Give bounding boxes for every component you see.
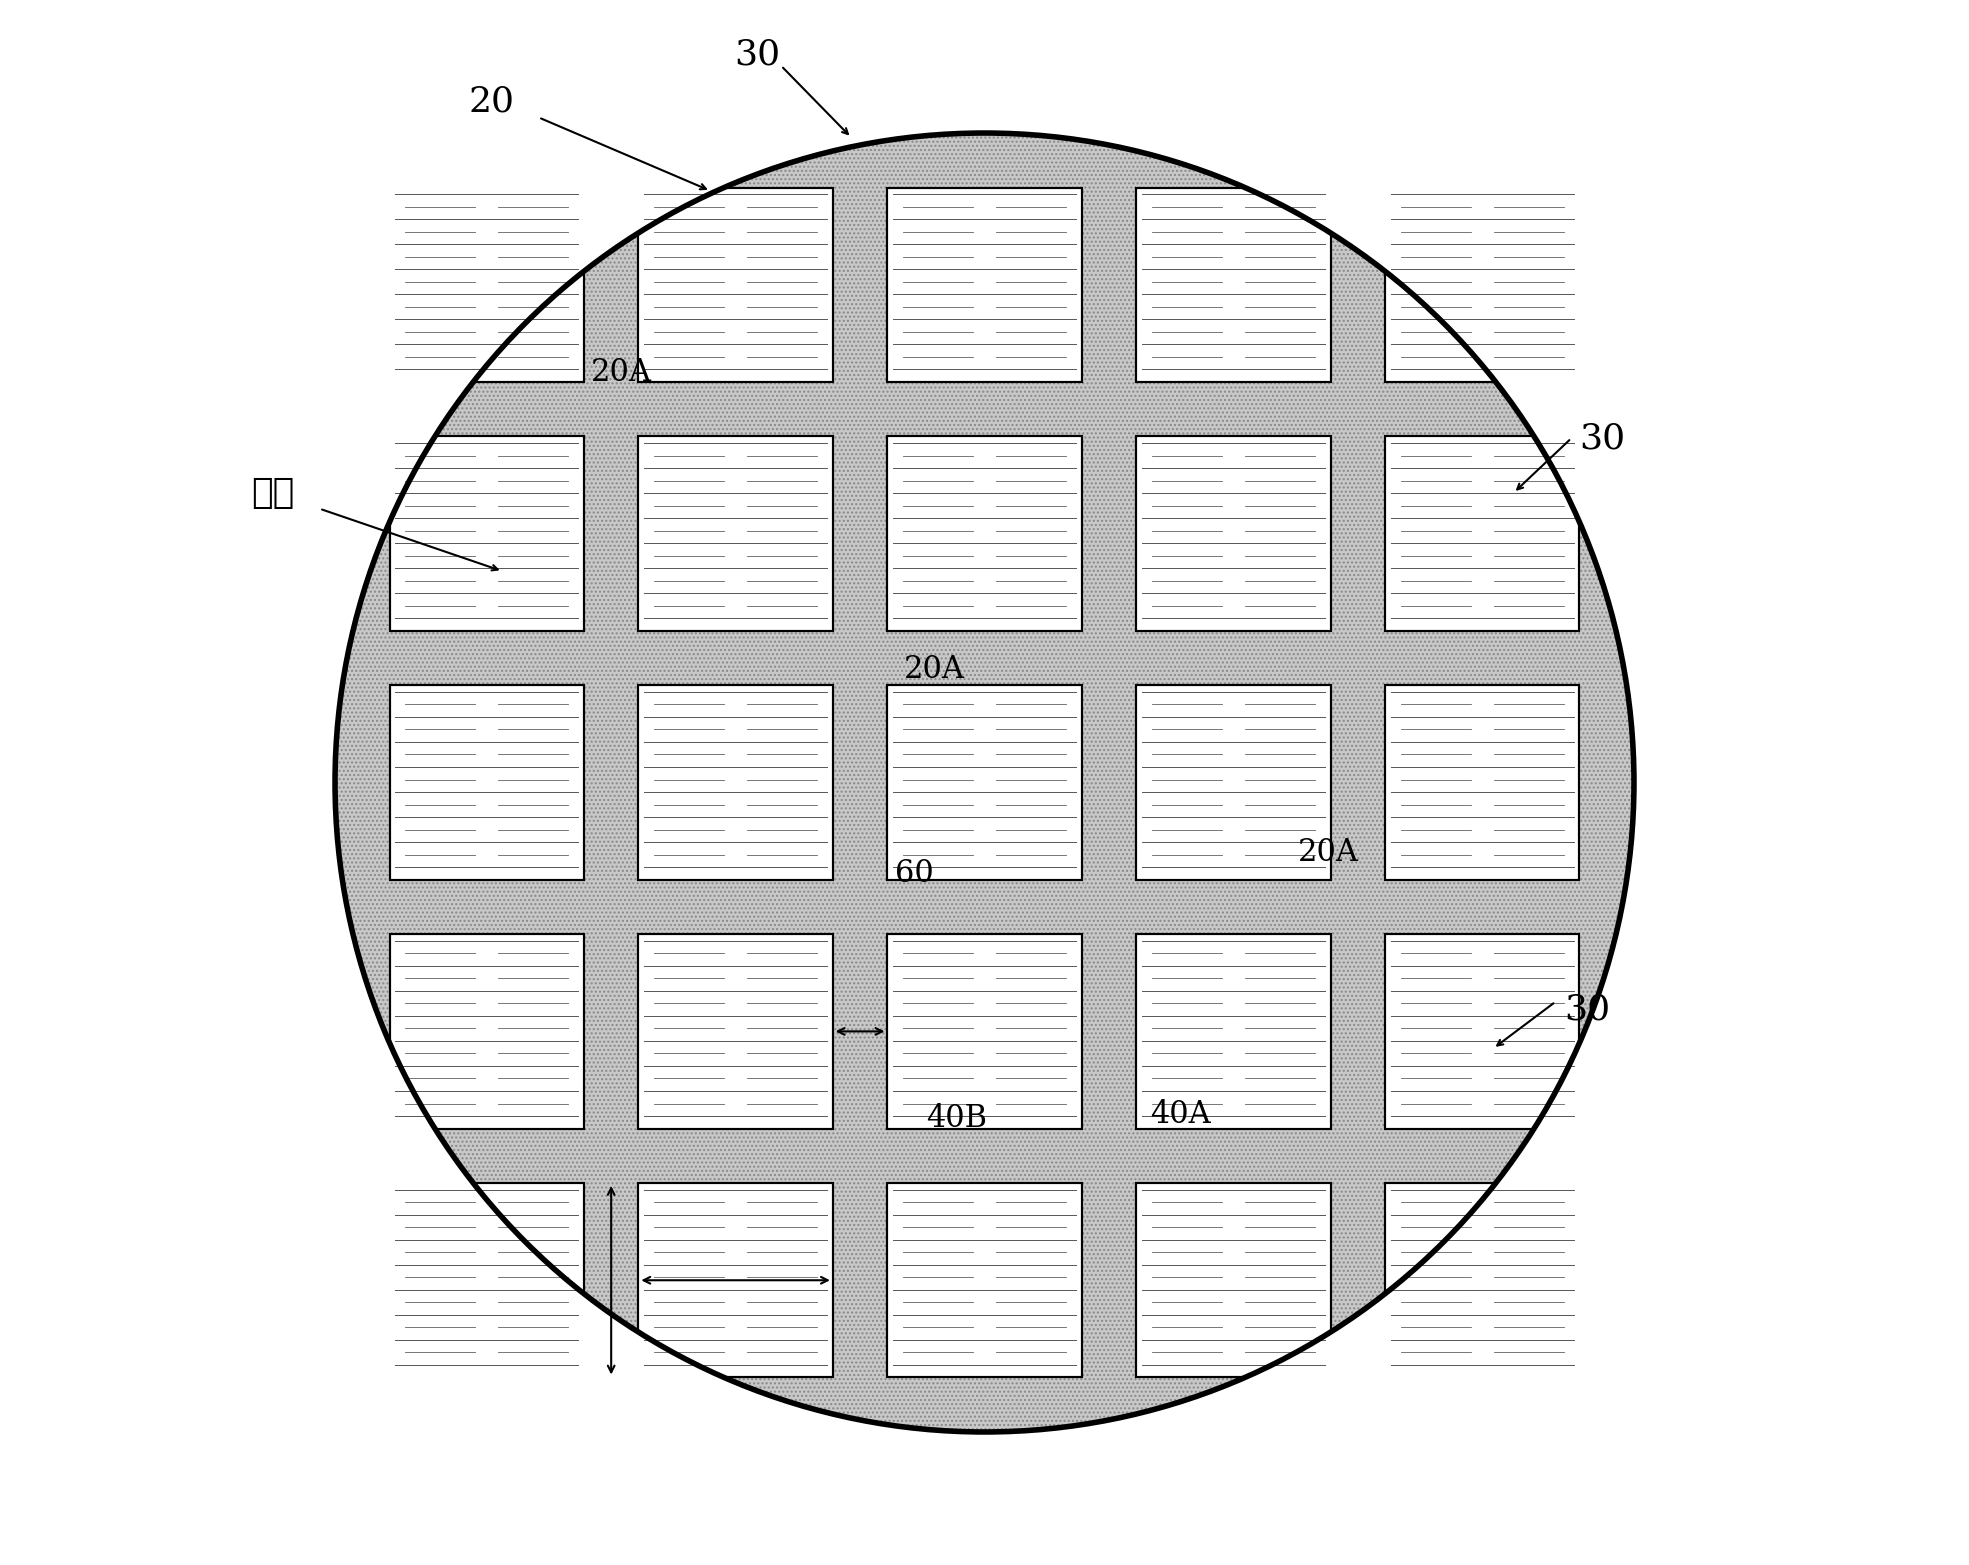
Bar <box>390 188 585 382</box>
Bar <box>1136 1183 1331 1377</box>
Bar <box>888 934 1081 1128</box>
Bar <box>390 934 585 1128</box>
Bar <box>1384 685 1579 880</box>
Text: 20: 20 <box>469 85 514 119</box>
Bar <box>390 685 585 880</box>
Bar <box>638 188 833 382</box>
Bar <box>638 1183 833 1377</box>
Bar <box>888 685 1081 880</box>
Bar <box>638 685 833 880</box>
Bar <box>1136 437 1331 631</box>
Bar <box>1384 437 1579 631</box>
Text: 20A: 20A <box>904 654 965 685</box>
Bar <box>1136 934 1331 1128</box>
Bar <box>638 437 833 631</box>
Bar <box>888 188 1081 382</box>
Bar <box>390 437 585 631</box>
Bar <box>1384 934 1579 1128</box>
Bar <box>390 934 585 1128</box>
Text: 30: 30 <box>1563 992 1611 1027</box>
Text: 40B: 40B <box>925 1103 986 1135</box>
Text: 划线: 划线 <box>250 476 293 510</box>
Text: 40A: 40A <box>1150 1099 1211 1130</box>
Bar <box>888 934 1081 1128</box>
Bar <box>1384 188 1579 382</box>
Text: 20A: 20A <box>1298 837 1359 869</box>
Text: 20A: 20A <box>591 357 652 388</box>
Bar <box>390 188 585 382</box>
Text: 30: 30 <box>1579 421 1626 455</box>
Bar <box>390 685 585 880</box>
Bar <box>1136 1183 1331 1377</box>
Circle shape <box>335 133 1634 1432</box>
Bar <box>888 1183 1081 1377</box>
Bar <box>1384 188 1579 382</box>
Bar <box>1384 934 1579 1128</box>
Bar <box>1136 437 1331 631</box>
Bar <box>1384 1183 1579 1377</box>
Text: 30: 30 <box>734 38 780 72</box>
Bar <box>390 1183 585 1377</box>
Bar <box>1136 934 1331 1128</box>
Bar <box>638 685 833 880</box>
Bar <box>888 188 1081 382</box>
Bar <box>638 934 833 1128</box>
Bar <box>1136 685 1331 880</box>
Bar <box>888 1183 1081 1377</box>
Bar <box>888 437 1081 631</box>
Bar <box>390 437 585 631</box>
Bar <box>638 1183 833 1377</box>
Bar <box>1136 685 1331 880</box>
Bar <box>1136 188 1331 382</box>
Text: 60: 60 <box>894 858 933 889</box>
Bar <box>1384 1183 1579 1377</box>
Bar <box>1384 685 1579 880</box>
Bar <box>1384 437 1579 631</box>
Bar <box>888 685 1081 880</box>
Bar <box>638 437 833 631</box>
Bar <box>888 437 1081 631</box>
Bar <box>390 1183 585 1377</box>
Bar <box>1136 188 1331 382</box>
Bar <box>638 188 833 382</box>
Bar <box>638 934 833 1128</box>
